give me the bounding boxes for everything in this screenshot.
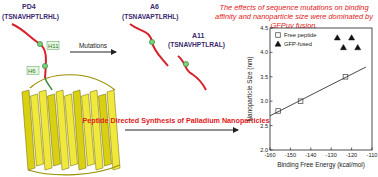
legend-label: GFP-fused [284, 41, 312, 47]
y-tick [270, 52, 273, 53]
legend-symbol [276, 33, 281, 38]
x-tick [310, 148, 311, 151]
residue-site [183, 61, 188, 66]
x-tick-label: -140 [305, 152, 316, 158]
x-tick [351, 148, 352, 151]
y-tick-label: 2.0 [260, 147, 268, 153]
loop [28, 165, 120, 175]
point [355, 45, 361, 50]
loop [30, 75, 115, 90]
y-tick [270, 150, 273, 151]
beta-strand [107, 90, 120, 170]
y-axis-label: Nanoparticle Size (nm) [246, 57, 254, 122]
legend-label: Free peptide [284, 32, 317, 38]
residue-box [27, 67, 39, 75]
peptide-chain [178, 56, 206, 90]
residue-site [149, 39, 154, 44]
x-axis-label: Binding Free Energy (kcal/mol) [277, 161, 365, 169]
x-tick-label: -120 [346, 152, 357, 158]
y-tick [270, 101, 273, 102]
residue-site [37, 41, 42, 46]
peptide-name: PD4 [22, 3, 36, 10]
peptide-name: A11 [192, 32, 205, 39]
mutation-label: Mutations [79, 42, 108, 49]
peptide-sequence: (TSNAVHPTLRAL) [168, 41, 225, 49]
y-tick-label: 3.0 [260, 98, 268, 104]
residue-box [47, 42, 59, 50]
y-tick-label: 4.5 [260, 25, 268, 31]
x-tick [270, 148, 271, 151]
x-tick-label: -110 [367, 152, 378, 158]
marks [270, 35, 366, 116]
legend-symbol [275, 41, 281, 46]
residue-site [42, 63, 47, 68]
residue-label: H6 [28, 68, 36, 74]
arrow [125, 130, 238, 131]
caption: The effects of sequence mutations on bin… [212, 3, 376, 30]
point [349, 35, 355, 40]
peptide-sequence: (TSNAVAPTLRHL) [122, 13, 179, 21]
peptide-name: A6 [150, 3, 159, 10]
peptide-chain [130, 24, 168, 66]
fit-line [270, 67, 366, 116]
x-tick [331, 148, 332, 151]
residue-label: H11 [48, 43, 59, 49]
y-tick-label: 4.0 [260, 49, 268, 55]
y-tick [270, 125, 273, 126]
peptide-sequence: (TSNAVHPTLRHL) [2, 13, 59, 21]
y-tick-label: 2.5 [260, 123, 268, 129]
synthesis-label: Peptide Directed Synthesis of Palladium … [83, 116, 270, 125]
plot-frame [270, 28, 372, 150]
y-tick [270, 76, 273, 77]
x-tick [290, 148, 291, 151]
x-tick-label: -130 [326, 152, 337, 158]
y-tick [270, 28, 273, 29]
x-tick-label: -150 [285, 152, 296, 158]
linker [45, 78, 52, 90]
peptide-chain [12, 24, 46, 78]
arrow [70, 52, 116, 53]
x-tick [372, 148, 373, 151]
y-tick-label: 3.5 [260, 74, 268, 80]
point [334, 35, 340, 40]
point [340, 45, 346, 50]
